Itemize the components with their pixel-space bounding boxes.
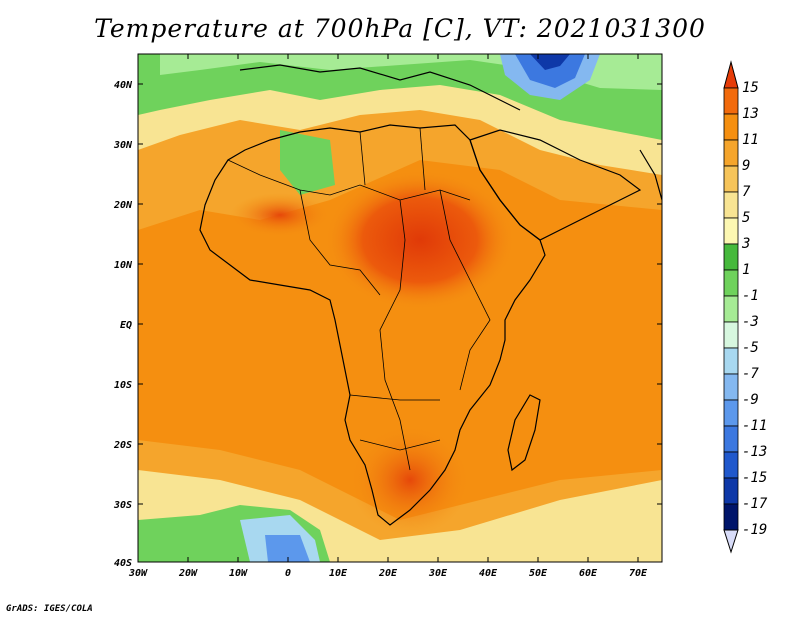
lat-axis: 40N 30N 20N 10N EQ 10S 20S 30S 40S (113, 80, 133, 569)
colorbar-label: -11 (742, 418, 767, 434)
lat-tick-label: 30S (113, 500, 132, 511)
colorbar-box (723, 191, 739, 219)
colorbar-label: 13 (742, 106, 759, 122)
grads-credit: GrADS: IGES/COLA (6, 604, 93, 614)
colorbar-box (723, 217, 739, 245)
madagascar-outline (507, 394, 541, 472)
lon-tick-label: 10E (329, 568, 348, 579)
colorbar-label: -1 (742, 288, 759, 304)
field-hot-core-north (325, 170, 515, 310)
arabia-outline (469, 129, 642, 241)
field-band-neg13 (515, 54, 585, 88)
lon-tick-label: 60E (579, 568, 598, 579)
field-band-neg17 (530, 54, 570, 70)
colorbar-label: 9 (742, 158, 750, 174)
colorbar-label: -17 (742, 496, 768, 512)
lat-tick-label: 40N (114, 80, 133, 91)
lon-tick-label: 70E (629, 568, 648, 579)
colorbar-label: 3 (741, 236, 750, 252)
lat-tick-label: 20N (113, 200, 133, 211)
country-borders (227, 127, 491, 471)
colorbar-box (723, 451, 739, 479)
colorbar-label: -3 (742, 314, 759, 330)
colorbar: 15 13 11 9 7 5 3 1 -1 -3 -5 -7 -9 -11 -1… (723, 60, 768, 554)
lat-tick-label: 30N (113, 140, 133, 151)
lon-tick-label: 40E (479, 568, 498, 579)
colorbar-bottom-arrow (723, 529, 739, 554)
colorbar-label: -19 (742, 522, 767, 538)
colorbar-label: -5 (742, 340, 759, 356)
colorbar-box (723, 113, 739, 141)
colorbar-box (723, 347, 739, 375)
colorbar-box (723, 139, 739, 167)
lon-tick-label: 10W (229, 568, 248, 579)
lat-tick-label: 40S (114, 558, 132, 569)
lon-axis: 30W 20W 10W 0 10E 20E 30E 40E 50E 60E 70… (128, 568, 648, 579)
lon-tick-label: 30E (428, 568, 448, 579)
colorbar-box (723, 373, 739, 401)
colorbar-label: 15 (742, 80, 759, 96)
lat-tick-label: 10S (114, 380, 132, 391)
lon-tick-label: 0 (285, 568, 291, 579)
colorbar-label: 1 (742, 262, 750, 278)
coastlines (199, 64, 662, 526)
europe-coast (239, 64, 521, 111)
colorbar-box (723, 399, 739, 427)
india-coast (639, 149, 662, 201)
colorbar-label: -15 (742, 470, 767, 486)
colorbar-label: -13 (742, 444, 767, 460)
colorbar-box (723, 503, 739, 531)
colorbar-box (723, 295, 739, 323)
colorbar-box (723, 165, 739, 193)
colorbar-box (723, 321, 739, 349)
lon-tick-label: 20E (378, 568, 398, 579)
tick-marks (137, 54, 662, 562)
field-band-11 (138, 160, 662, 520)
colorbar-box (723, 87, 739, 115)
field-green-sahara (280, 130, 335, 195)
lat-tick-label: 20S (113, 440, 132, 451)
field-south-band-neg11 (265, 535, 310, 562)
lon-tick-label: 30W (128, 568, 148, 579)
colorbar-label: 7 (742, 184, 751, 200)
colorbar-label: -9 (742, 392, 759, 408)
chart-title: Temperature at 700hPa [C], VT: 202103130… (94, 14, 706, 43)
lon-tick-label: 20W (178, 568, 198, 579)
temperature-field (138, 54, 662, 562)
africa-outline (199, 124, 546, 526)
colorbar-box (723, 269, 739, 297)
colorbar-top-arrow (723, 60, 739, 89)
colorbar-box (723, 425, 739, 453)
colorbar-box (723, 477, 739, 505)
colorbar-boxes (723, 87, 739, 531)
field-hot-west (230, 193, 330, 237)
colorbar-box (723, 243, 739, 271)
colorbar-label: 11 (742, 132, 759, 148)
field-hot-core-south (350, 425, 470, 535)
map-frame (137, 53, 663, 563)
lat-tick-label: EQ (120, 320, 132, 331)
colorbar-label: -7 (742, 366, 759, 382)
lat-tick-label: 10N (114, 260, 133, 271)
colorbar-label: 5 (742, 210, 750, 226)
lon-tick-label: 50E (529, 568, 548, 579)
